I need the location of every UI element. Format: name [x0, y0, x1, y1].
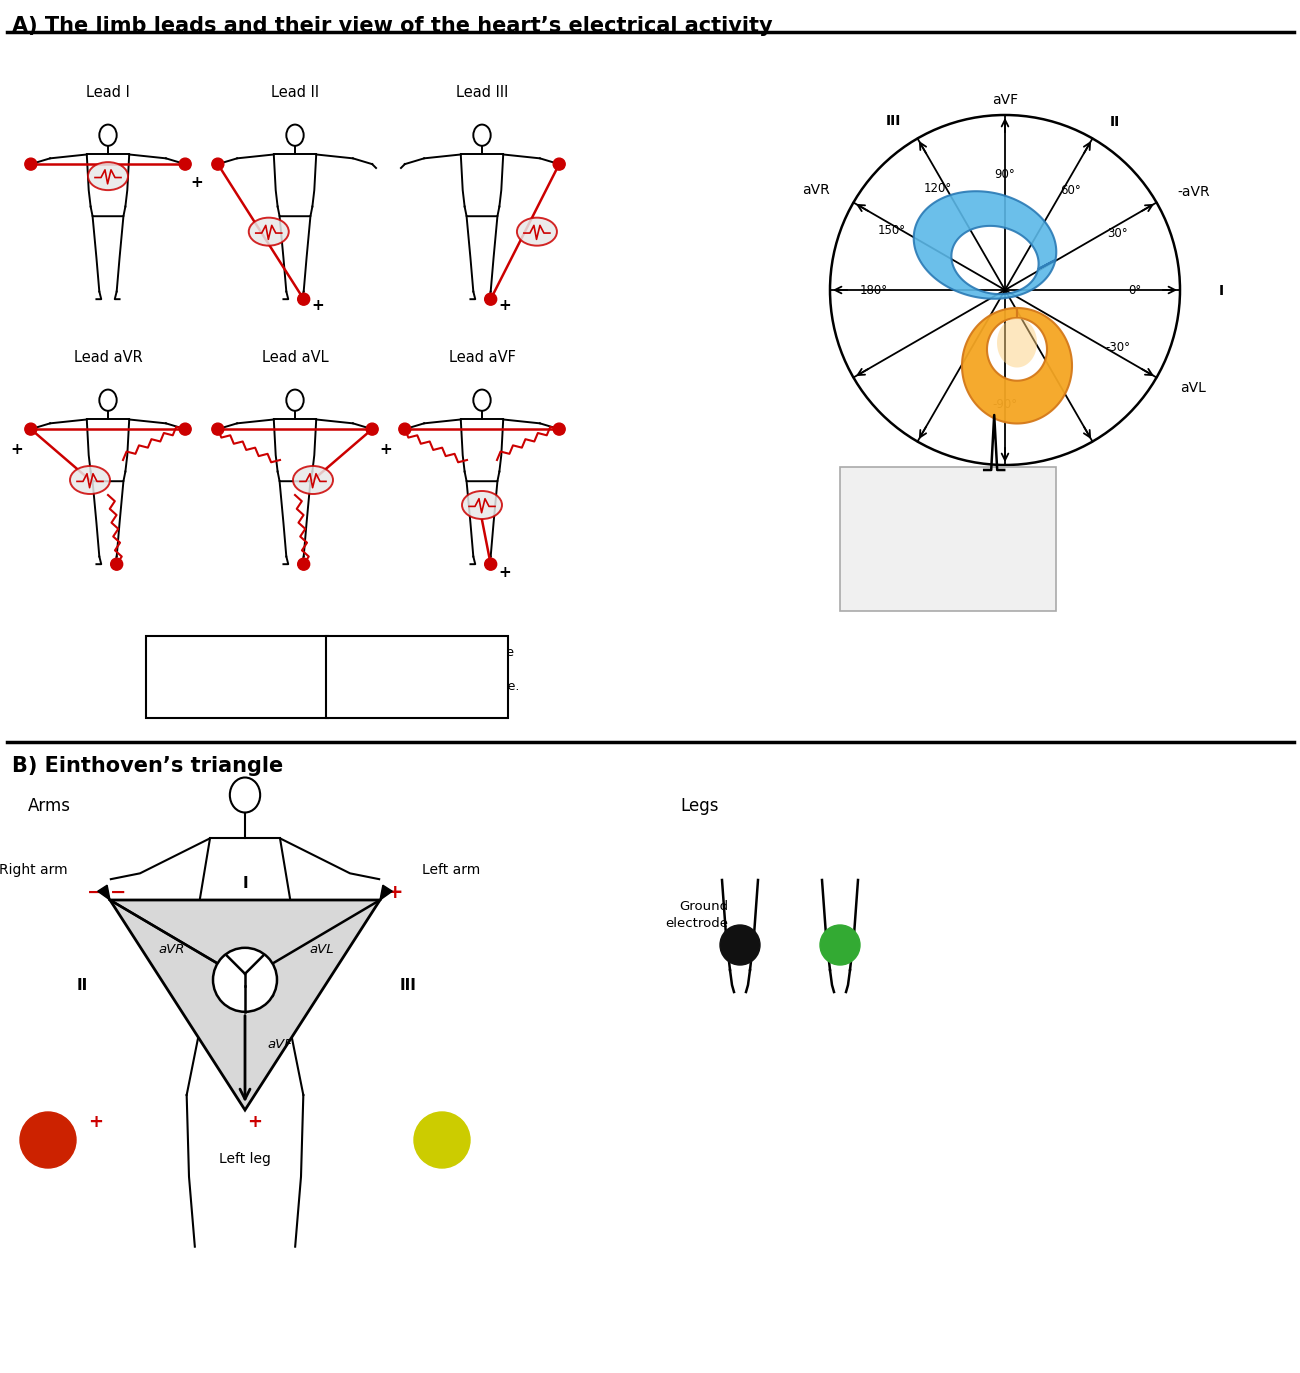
Text: II: II — [1109, 115, 1119, 129]
Text: As noted previously,
it is recommended that
lead aVR be inverted to
lead –aVR, a: As noted previously, it is recommended t… — [853, 481, 1022, 599]
Text: -aVR: -aVR — [1178, 185, 1210, 199]
Circle shape — [20, 1112, 75, 1168]
Text: +: + — [247, 1114, 263, 1131]
Text: +: + — [88, 1114, 104, 1131]
Text: 150°: 150° — [878, 224, 905, 238]
Polygon shape — [380, 886, 393, 899]
Text: Left arm: Left arm — [422, 864, 480, 877]
Ellipse shape — [462, 492, 502, 519]
Text: A) The limb leads and their view of the heart’s electrical activity: A) The limb leads and their view of the … — [12, 16, 772, 36]
Circle shape — [298, 559, 309, 570]
FancyBboxPatch shape — [326, 636, 508, 718]
Circle shape — [485, 294, 497, 305]
Text: aVF: aVF — [992, 93, 1018, 107]
Text: III: III — [885, 114, 901, 128]
Circle shape — [820, 925, 861, 965]
Text: I: I — [1218, 284, 1223, 298]
Text: Lead aVR: Lead aVR — [74, 350, 143, 365]
Text: +: + — [498, 298, 511, 313]
Text: Lead aVF: Lead aVF — [448, 350, 515, 365]
Text: Lead III: Lead III — [456, 85, 508, 100]
Ellipse shape — [88, 162, 127, 189]
Text: Left leg: Left leg — [220, 1152, 270, 1166]
Text: +: + — [10, 442, 23, 457]
Text: Right arm: Right arm — [0, 864, 68, 877]
Circle shape — [485, 559, 497, 570]
Text: -30°: -30° — [1105, 341, 1131, 354]
Text: aVR: aVR — [802, 183, 829, 196]
Text: aVF: aVF — [266, 1038, 292, 1052]
Polygon shape — [98, 886, 111, 899]
Text: -90°: -90° — [992, 398, 1018, 411]
Text: +: + — [191, 174, 204, 189]
Text: +: + — [498, 564, 511, 579]
Circle shape — [111, 559, 122, 570]
Ellipse shape — [70, 465, 111, 494]
Text: Recall that each lead ‘views’
the heart from the angle of it’s
positive (explori: Recall that each lead ‘views’ the heart … — [156, 647, 350, 693]
Text: Lead I: Lead I — [86, 85, 130, 100]
Text: Lead aVL: Lead aVL — [261, 350, 329, 365]
FancyBboxPatch shape — [840, 467, 1056, 611]
Text: The positive electrode is the
exploring electrode. This is
defined by the ECG ma: The positive electrode is the exploring … — [335, 647, 520, 693]
Polygon shape — [962, 308, 1072, 423]
Text: 120°: 120° — [924, 183, 952, 195]
Circle shape — [25, 158, 36, 170]
Text: Legs: Legs — [680, 796, 719, 816]
Text: 30°: 30° — [1108, 227, 1128, 240]
Text: 90°: 90° — [994, 169, 1015, 181]
Circle shape — [25, 423, 36, 435]
Circle shape — [720, 925, 760, 965]
Ellipse shape — [292, 465, 333, 494]
Polygon shape — [914, 191, 1057, 299]
Circle shape — [212, 423, 224, 435]
Text: −: − — [109, 883, 126, 902]
Polygon shape — [111, 899, 380, 1109]
Text: aVR: aVR — [159, 943, 185, 957]
Ellipse shape — [517, 218, 556, 246]
Circle shape — [554, 423, 566, 435]
Ellipse shape — [248, 218, 289, 246]
FancyBboxPatch shape — [146, 636, 328, 718]
Circle shape — [213, 947, 277, 1012]
Text: +: + — [387, 883, 403, 902]
Circle shape — [399, 423, 411, 435]
Circle shape — [212, 158, 224, 170]
Circle shape — [298, 294, 309, 305]
Text: aVL: aVL — [1180, 380, 1206, 395]
Circle shape — [179, 158, 191, 170]
Text: II: II — [77, 978, 87, 993]
Text: +: + — [380, 442, 393, 457]
Text: Arms: Arms — [29, 796, 72, 816]
Text: 180°: 180° — [859, 284, 888, 297]
Circle shape — [554, 158, 566, 170]
Polygon shape — [997, 319, 1037, 368]
Text: Lead II: Lead II — [270, 85, 318, 100]
Text: −: − — [87, 883, 103, 902]
Circle shape — [179, 423, 191, 435]
Circle shape — [413, 1112, 471, 1168]
Circle shape — [367, 423, 378, 435]
Text: B) Einthoven’s triangle: B) Einthoven’s triangle — [12, 757, 283, 776]
Text: 60°: 60° — [1060, 184, 1080, 196]
Text: 0°: 0° — [1128, 284, 1141, 297]
Text: I: I — [242, 876, 248, 891]
Text: aVL: aVL — [309, 943, 334, 957]
Text: Ground
electrode: Ground electrode — [666, 899, 728, 930]
Text: +: + — [311, 298, 324, 313]
Text: III: III — [399, 978, 416, 993]
